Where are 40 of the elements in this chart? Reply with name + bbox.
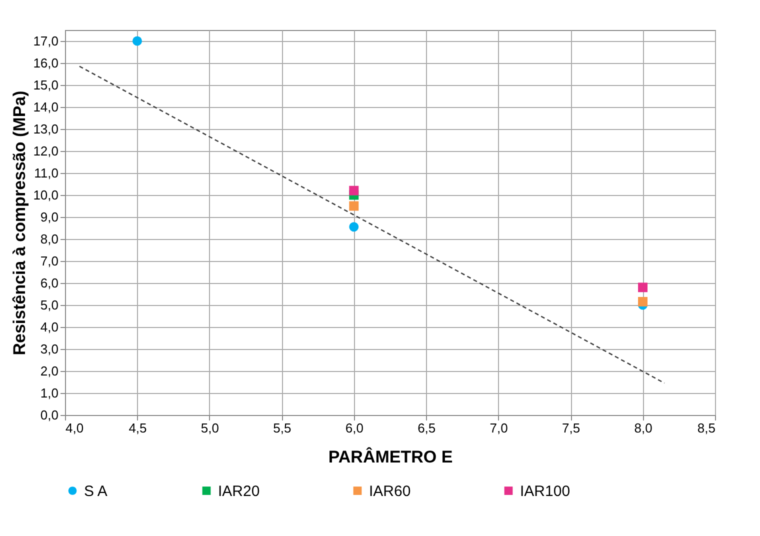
y-tick-label: 8,0 bbox=[40, 232, 58, 246]
y-tick-label: 2,0 bbox=[40, 364, 58, 378]
legend-label: IAR100 bbox=[520, 482, 570, 500]
y-tick-label: 16,0 bbox=[33, 56, 58, 70]
point bbox=[349, 222, 359, 232]
x-tick-label: 7,5 bbox=[562, 420, 580, 436]
y-tick-label: 4,0 bbox=[40, 320, 58, 334]
y-tick-label: 9,0 bbox=[40, 210, 58, 224]
point bbox=[349, 186, 359, 196]
y-tick-label: 5,0 bbox=[40, 298, 58, 312]
x-tick-label: 5,0 bbox=[200, 420, 219, 436]
x-axis-title: PARÂMETRO E bbox=[328, 446, 453, 466]
x-tick-label: 7,0 bbox=[490, 420, 508, 436]
x-tick-label: 8,5 bbox=[697, 420, 716, 436]
y-tick-label: 7,0 bbox=[40, 254, 58, 268]
legend-label: IAR20 bbox=[218, 482, 260, 500]
x-tick-label: 6,5 bbox=[418, 420, 436, 436]
point bbox=[349, 201, 359, 211]
point bbox=[638, 296, 648, 306]
y-tick-label: 6,0 bbox=[40, 276, 58, 290]
x-tick-label: 6,0 bbox=[345, 420, 364, 436]
x-tick-label: 5,5 bbox=[273, 420, 292, 436]
x-tick-label: 8,0 bbox=[634, 420, 652, 436]
x-tick-label: 4,5 bbox=[128, 420, 147, 436]
y-tick-label: 15,0 bbox=[33, 78, 58, 92]
point bbox=[638, 282, 648, 292]
y-tick-label: 13,0 bbox=[33, 122, 58, 136]
legend-label: S A bbox=[84, 482, 108, 500]
y-tick-label: 10,0 bbox=[33, 188, 58, 202]
y-tick-label: 12,0 bbox=[33, 144, 58, 158]
y-tick-label: 11,0 bbox=[34, 166, 58, 180]
y-tick-label: 14,0 bbox=[33, 100, 58, 114]
y-tick-label: 1,0 bbox=[40, 386, 58, 400]
y-tick-label: 17,0 bbox=[33, 34, 58, 48]
legend-label: IAR60 bbox=[369, 482, 411, 500]
y-tick-label: 0,0 bbox=[40, 408, 58, 422]
x-tick-label: 4,0 bbox=[66, 420, 84, 436]
y-tick-label: 3,0 bbox=[40, 342, 58, 356]
y-axis-title: Resistência à compressão (MPa) bbox=[10, 90, 30, 356]
point bbox=[132, 36, 142, 46]
